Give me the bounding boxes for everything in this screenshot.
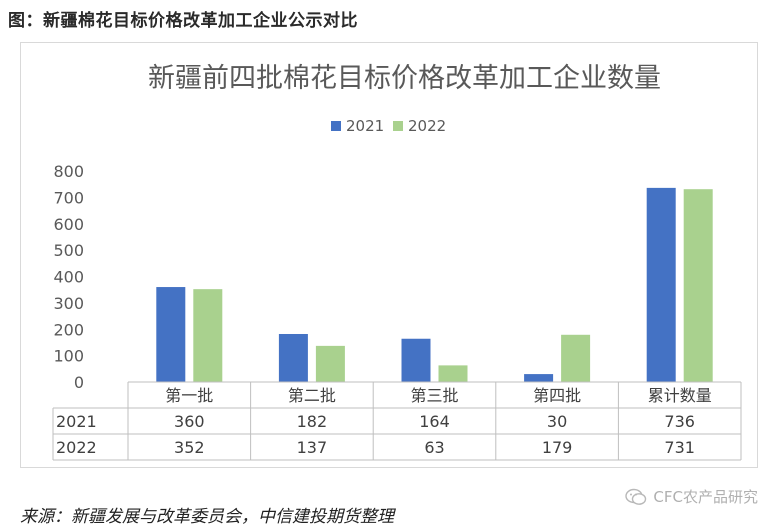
- source-note: 来源：新疆发展与改革委员会，中信建投期货整理: [20, 507, 394, 527]
- y-tick-label: 400: [53, 268, 84, 287]
- table-value-2021-0: 360: [174, 412, 205, 431]
- y-tick-label: 800: [53, 162, 84, 181]
- y-tick-label: 200: [53, 320, 84, 339]
- bar-2021-3: [524, 374, 554, 382]
- figure-caption: 图：新疆棉花目标价格改革加工企业公示对比: [8, 11, 358, 31]
- y-tick-label: 0: [74, 373, 84, 392]
- bar-2021-2: [401, 338, 431, 382]
- table-value-2022-2: 63: [424, 438, 444, 457]
- bar-2021-1: [278, 333, 308, 382]
- y-tick-label: 500: [53, 241, 84, 260]
- table-value-2022-1: 137: [297, 438, 328, 457]
- watermark: CFC农产品研究: [625, 486, 758, 507]
- legend-swatch-2022: [393, 121, 403, 131]
- x-category-label: 累计数量: [648, 386, 712, 405]
- y-tick-label: 700: [53, 188, 84, 207]
- x-category-label: 第三批: [410, 386, 458, 405]
- table-value-2021-3: 30: [547, 412, 567, 431]
- bar-2022-0: [193, 289, 223, 382]
- chart-title: 新疆前四批棉花目标价格改革加工企业数量: [148, 63, 661, 94]
- wechat-icon: [625, 488, 647, 505]
- bar-2022-2: [438, 365, 468, 382]
- chart-frame: 新疆前四批棉花目标价格改革加工企业数量 2021 2022 0 100 200 300 400…: [20, 42, 758, 468]
- legend-swatch-2021: [331, 121, 341, 131]
- y-tick-label: 600: [53, 215, 84, 234]
- table-value-2022-3: 179: [542, 438, 573, 457]
- y-tick-label: 100: [53, 347, 84, 366]
- x-category-label: 第一批: [165, 386, 213, 405]
- table-value-2022-0: 352: [174, 438, 205, 457]
- table-value-2021-2: 164: [419, 412, 450, 431]
- table-value-2021-4: 736: [664, 412, 695, 431]
- legend-label-2021: 2021: [346, 117, 384, 135]
- legend-label-2022: 2022: [408, 117, 446, 135]
- x-category-label: 第二批: [288, 386, 336, 405]
- watermark-text: CFC农产品研究: [653, 488, 758, 506]
- bar-2021-0: [156, 287, 186, 382]
- table-series-label-2021: 2021: [56, 412, 97, 431]
- table-series-label-2022: 2022: [56, 438, 97, 457]
- bar-2021-4: [646, 187, 676, 382]
- table-value-2022-4: 731: [664, 438, 695, 457]
- bar-chart: 新疆前四批棉花目标价格改革加工企业数量 2021 2022 0 100 200 300 400…: [52, 63, 742, 461]
- bar-2022-4: [683, 189, 713, 382]
- bar-2022-3: [561, 334, 591, 382]
- y-tick-label: 300: [53, 294, 84, 313]
- table-value-2021-1: 182: [297, 412, 328, 431]
- x-category-label: 第四批: [533, 386, 581, 405]
- bar-2022-1: [315, 345, 345, 382]
